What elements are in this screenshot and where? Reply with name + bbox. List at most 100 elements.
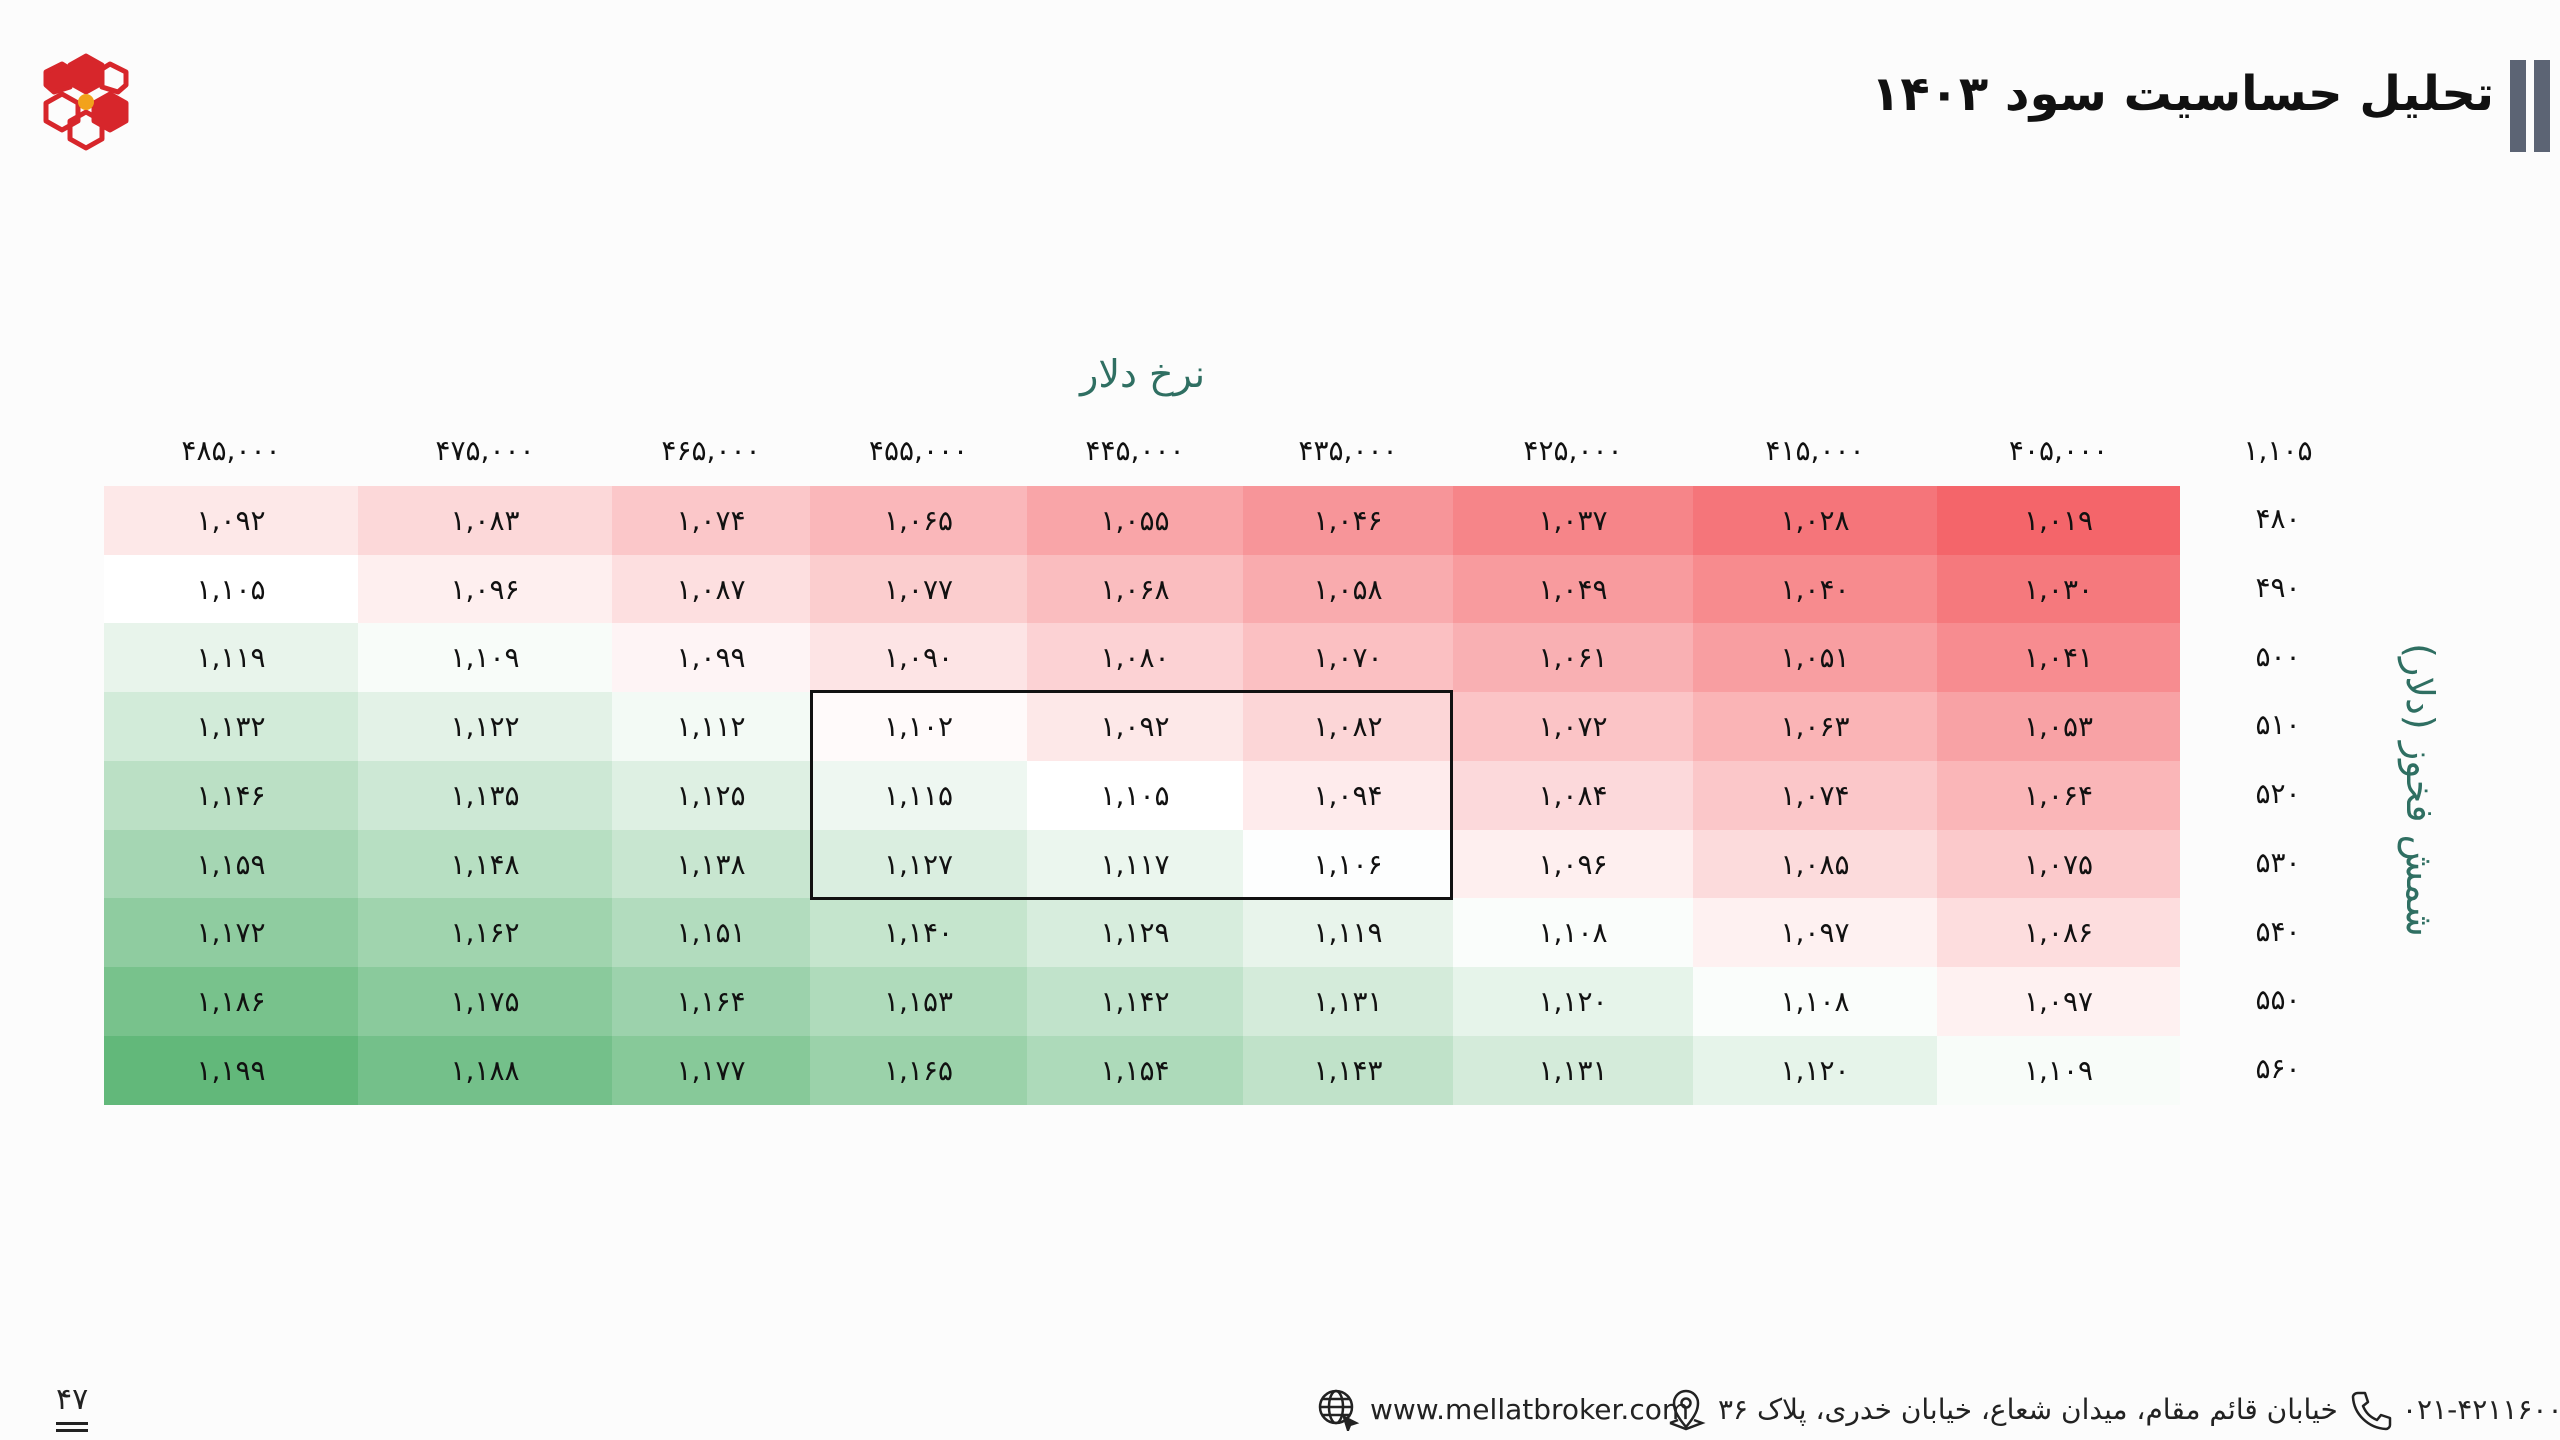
table-cell: ۱,۰۷۷ bbox=[810, 554, 1027, 624]
table-cell: ۱,۰۴۰ bbox=[1693, 554, 1937, 624]
table-cell: ۱,۰۴۹ bbox=[1453, 554, 1693, 624]
table-cell: ۱,۰۸۳ bbox=[358, 486, 612, 556]
footer-website[interactable]: www.mellatbroker.com bbox=[1316, 1384, 1689, 1434]
table-cell: ۱,۱۳۲ bbox=[104, 692, 358, 762]
table-cell: ۱,۱۴۸ bbox=[358, 829, 612, 899]
table-cell: ۱,۰۳۰ bbox=[1937, 554, 2180, 624]
row-header: ۴۸۰ bbox=[2255, 502, 2301, 536]
table-cell: ۱,۱۷۵ bbox=[358, 966, 612, 1037]
table-cell: ۱,۱۱۹ bbox=[104, 623, 358, 693]
table-corner-value: ۱,۱۰۵ bbox=[2243, 434, 2313, 467]
column-header: ۴۲۵,۰۰۰ bbox=[1523, 434, 1623, 467]
table-cell: ۱,۰۴۱ bbox=[1937, 623, 2180, 693]
table-cell: ۱,۰۷۵ bbox=[1937, 829, 2180, 899]
column-header: ۴۳۵,۰۰۰ bbox=[1298, 434, 1398, 467]
table-cell: ۱,۰۷۰ bbox=[1243, 623, 1453, 693]
table-cell: ۱,۰۹۶ bbox=[358, 554, 612, 624]
table-cell: ۱,۰۹۶ bbox=[1453, 829, 1693, 899]
page-number: ۴۷ bbox=[56, 1382, 89, 1432]
table-cell: ۱,۰۶۵ bbox=[810, 486, 1027, 556]
table-cell: ۱,۱۱۲ bbox=[612, 692, 810, 762]
table-cell: ۱,۰۹۴ bbox=[1243, 760, 1453, 830]
page-title: تحلیل حساسیت سود ۱۴۰۳ bbox=[1871, 66, 2494, 122]
table-cell: ۱,۱۵۱ bbox=[612, 898, 810, 968]
footer-phone: ۰۲۱-۴۲۱۱۶۰۰۰ bbox=[2348, 1384, 2560, 1434]
row-header: ۵۶۰ bbox=[2255, 1051, 2301, 1085]
table-cell: ۱,۰۹۲ bbox=[1027, 692, 1243, 762]
table-cell: ۱,۱۰۸ bbox=[1453, 898, 1693, 968]
table-cell: ۱,۰۲۸ bbox=[1693, 486, 1937, 556]
table-cell: ۱,۱۱۹ bbox=[1243, 898, 1453, 968]
table-cell: ۱,۱۵۳ bbox=[810, 966, 1027, 1037]
y-axis-title: شمش فخوز (دلار) bbox=[2398, 643, 2442, 937]
table-cell: ۱,۱۲۰ bbox=[1693, 1035, 1937, 1105]
footer-address: خیابان قائم مقام، میدان شعاع، خیابان خدر… bbox=[1664, 1384, 2338, 1434]
row-header: ۵۵۰ bbox=[2255, 983, 2301, 1017]
table-cell: ۱,۰۸۴ bbox=[1453, 760, 1693, 830]
table-cell: ۱,۱۸۸ bbox=[358, 1035, 612, 1105]
website-text: www.mellatbroker.com bbox=[1370, 1392, 1690, 1426]
table-cell: ۱,۱۱۵ bbox=[810, 760, 1027, 830]
table-cell: ۱,۰۷۴ bbox=[1693, 760, 1937, 830]
row-header: ۵۰۰ bbox=[2255, 639, 2301, 673]
table-cell: ۱,۰۳۷ bbox=[1453, 486, 1693, 556]
table-cell: ۱,۱۴۳ bbox=[1243, 1035, 1453, 1105]
table-cell: ۱,۱۰۶ bbox=[1243, 829, 1453, 899]
table-cell: ۱,۰۶۱ bbox=[1453, 623, 1693, 693]
table-cell: ۱,۱۰۸ bbox=[1693, 966, 1937, 1037]
table-cell: ۱,۱۳۵ bbox=[358, 760, 612, 830]
table-cell: ۱,۰۹۲ bbox=[104, 486, 358, 556]
table-cell: ۱,۰۸۷ bbox=[612, 554, 810, 624]
table-cell: ۱,۱۹۹ bbox=[104, 1035, 358, 1105]
table-cell: ۱,۰۱۹ bbox=[1937, 486, 2180, 556]
table-cell: ۱,۱۲۵ bbox=[612, 760, 810, 830]
phone-text: ۰۲۱-۴۲۱۱۶۰۰۰ bbox=[2402, 1392, 2560, 1426]
table-cell: ۱,۰۴۶ bbox=[1243, 486, 1453, 556]
table-cell: ۱,۱۳۸ bbox=[612, 829, 810, 899]
column-header: ۴۶۵,۰۰۰ bbox=[661, 434, 761, 467]
table-cell: ۱,۱۴۶ bbox=[104, 760, 358, 830]
phone-icon bbox=[2351, 1391, 2392, 1431]
table-cell: ۱,۰۵۱ bbox=[1693, 623, 1937, 693]
table-cell: ۱,۰۵۵ bbox=[1027, 486, 1243, 556]
column-header: ۴۵۵,۰۰۰ bbox=[868, 434, 969, 467]
address-text: خیابان قائم مقام، میدان شعاع، خیابان خدر… bbox=[1718, 1392, 2338, 1426]
table-cell: ۱,۱۱۷ bbox=[1027, 829, 1243, 899]
table-cell: ۱,۰۶۳ bbox=[1693, 692, 1937, 762]
x-axis-title: نرخ دلار bbox=[1080, 352, 1206, 396]
table-cell: ۱,۰۶۴ bbox=[1937, 760, 2180, 830]
row-header: ۵۲۰ bbox=[2255, 777, 2301, 811]
table-cell: ۱,۱۰۲ bbox=[810, 692, 1027, 762]
table-cell: ۱,۰۵۳ bbox=[1937, 692, 2180, 762]
company-logo-icon bbox=[43, 53, 129, 151]
row-header: ۵۳۰ bbox=[2255, 845, 2301, 879]
table-cell: ۱,۱۶۴ bbox=[612, 966, 810, 1037]
table-cell: ۱,۱۲۹ bbox=[1027, 898, 1243, 968]
location-pin-icon bbox=[1669, 1389, 1706, 1431]
table-cell: ۱,۱۵۹ bbox=[104, 829, 358, 899]
table-cell: ۱,۱۴۲ bbox=[1027, 966, 1243, 1037]
table-cell: ۱,۱۰۵ bbox=[104, 554, 358, 624]
table-cell: ۱,۰۸۶ bbox=[1937, 898, 2180, 968]
table-cell: ۱,۱۰۹ bbox=[358, 623, 612, 693]
column-header: ۴۴۵,۰۰۰ bbox=[1085, 434, 1185, 467]
table-cell: ۱,۱۴۰ bbox=[810, 898, 1027, 968]
row-header: ۴۹۰ bbox=[2255, 571, 2301, 605]
table-cell: ۱,۰۸۰ bbox=[1027, 623, 1243, 693]
column-header: ۴۱۵,۰۰۰ bbox=[1765, 434, 1865, 467]
base-case-highlight bbox=[810, 690, 1453, 901]
column-header: ۴۸۵,۰۰۰ bbox=[181, 434, 281, 467]
table-cell: ۱,۱۷۷ bbox=[612, 1035, 810, 1105]
table-cell: ۱,۱۶۲ bbox=[358, 898, 612, 968]
column-header: ۴۰۵,۰۰۰ bbox=[2008, 434, 2109, 467]
table-cell: ۱,۱۰۹ bbox=[1937, 1035, 2180, 1105]
table-cell: ۱,۱۳۱ bbox=[1453, 1035, 1693, 1105]
row-header: ۵۴۰ bbox=[2255, 914, 2301, 948]
table-cell: ۱,۰۵۸ bbox=[1243, 554, 1453, 624]
column-header: ۴۷۵,۰۰۰ bbox=[435, 434, 535, 467]
table-cell: ۱,۱۰۵ bbox=[1027, 760, 1243, 830]
table-cell: ۱,۱۸۶ bbox=[104, 966, 358, 1037]
table-cell: ۱,۱۳۱ bbox=[1243, 966, 1453, 1037]
table-cell: ۱,۱۲۰ bbox=[1453, 966, 1693, 1037]
table-cell: ۱,۰۷۲ bbox=[1453, 692, 1693, 762]
